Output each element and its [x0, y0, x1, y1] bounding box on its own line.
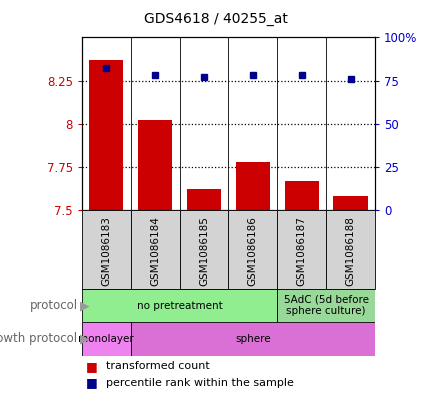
Text: monolayer: monolayer — [78, 334, 134, 344]
Text: 5AdC (5d before
sphere culture): 5AdC (5d before sphere culture) — [283, 295, 368, 316]
Text: GSM1086184: GSM1086184 — [150, 217, 160, 286]
Bar — [276, 210, 326, 289]
Bar — [179, 210, 228, 289]
Text: GSM1086186: GSM1086186 — [247, 217, 257, 286]
Text: GSM1086183: GSM1086183 — [101, 217, 111, 286]
Text: transformed count: transformed count — [105, 361, 209, 371]
Bar — [187, 189, 221, 210]
Bar — [82, 210, 130, 289]
Text: GSM1086187: GSM1086187 — [296, 217, 306, 286]
Text: growth protocol: growth protocol — [0, 332, 77, 345]
Text: ▶: ▶ — [80, 332, 89, 345]
Bar — [130, 322, 374, 356]
Bar — [284, 181, 318, 210]
Text: no pretreatment: no pretreatment — [136, 301, 222, 310]
Bar — [235, 162, 269, 210]
Bar — [82, 289, 276, 322]
Bar — [138, 120, 172, 210]
Bar — [326, 210, 374, 289]
Bar — [82, 322, 130, 356]
Bar — [228, 210, 276, 289]
Text: ▶: ▶ — [80, 299, 89, 312]
Text: GSM1086185: GSM1086185 — [199, 217, 209, 286]
Bar — [276, 289, 374, 322]
Bar — [130, 210, 179, 289]
Bar — [333, 196, 367, 210]
Text: percentile rank within the sample: percentile rank within the sample — [105, 378, 293, 387]
Text: ■: ■ — [86, 376, 98, 389]
Text: GDS4618 / 40255_at: GDS4618 / 40255_at — [143, 11, 287, 26]
Text: ■: ■ — [86, 360, 98, 373]
Text: protocol: protocol — [29, 299, 77, 312]
Text: GSM1086188: GSM1086188 — [345, 217, 355, 286]
Bar — [89, 60, 123, 210]
Text: sphere: sphere — [234, 334, 270, 344]
